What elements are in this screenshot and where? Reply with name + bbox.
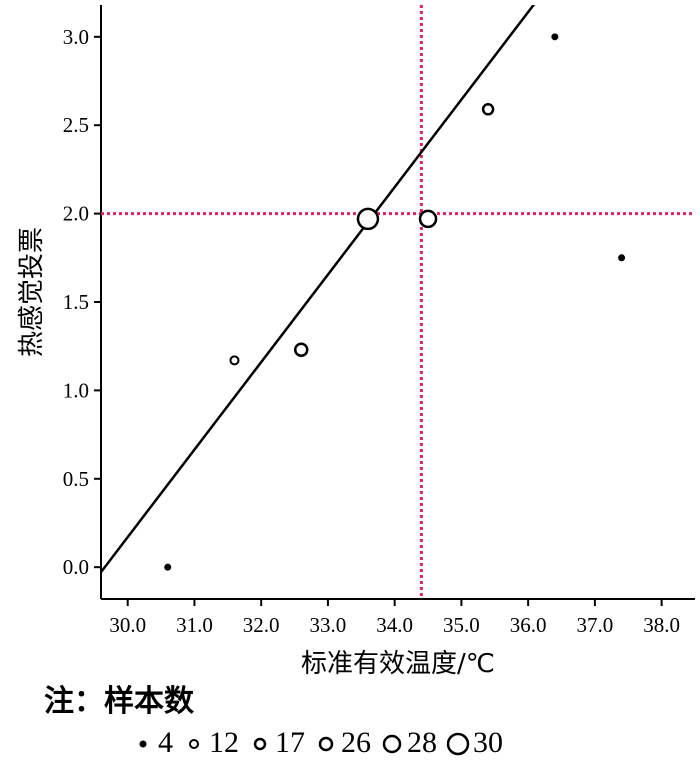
y-tick-label: 3.0 [63, 25, 89, 49]
y-tick-label: 2.0 [63, 202, 89, 226]
y-tick-label: 1.5 [63, 290, 89, 314]
y-tick-label: 0.0 [63, 555, 89, 579]
data-point [229, 355, 240, 366]
x-tick-label: 30.0 [109, 613, 146, 637]
legend-item: 17 [247, 726, 305, 760]
legend-marker-circle [446, 732, 470, 756]
legend-label: 4 [158, 726, 173, 759]
scatter-chart: 0.0 0.5 1.0 1.5 2.0 2.5 3.0 30.0 31.0 32.0 33.0 34.… [17, 5, 695, 679]
y-axis-title: 热感觉投票 [17, 227, 47, 357]
legend-marker-circle [189, 739, 199, 749]
data-point [356, 207, 380, 231]
data-point [418, 209, 438, 229]
legend-item: 12 [181, 726, 239, 760]
y-tick-label: 2.5 [63, 113, 89, 137]
legend-marker-circle [139, 740, 147, 748]
sample-size-legend: 4 12 17 26 28 30 [130, 726, 511, 760]
x-tick-label: 38.0 [643, 613, 680, 637]
legend-marker-circle [382, 734, 402, 754]
data-point [618, 254, 626, 262]
legend-label: 17 [275, 726, 305, 759]
x-tick-label: 34.0 [376, 613, 413, 637]
legend-label: 28 [407, 726, 437, 759]
data-point [551, 33, 559, 41]
y-tick-label: 0.5 [63, 467, 89, 491]
legend-label: 30 [473, 726, 503, 759]
legend-marker [139, 740, 147, 748]
legend-label: 26 [341, 726, 371, 759]
legend-item: 4 [130, 726, 173, 760]
legend-label: 12 [209, 726, 239, 759]
x-tick-label: 33.0 [310, 613, 347, 637]
y-tick-label: 1.0 [63, 378, 89, 402]
data-point [293, 342, 309, 357]
legend-marker [253, 737, 267, 751]
legend-marker [446, 732, 470, 756]
x-tick-label: 37.0 [577, 613, 614, 637]
data-point [481, 103, 495, 116]
x-tick-label: 35.0 [443, 613, 480, 637]
legend-item: 26 [313, 726, 371, 760]
regression-line [101, 5, 536, 573]
x-tick-label: 36.0 [510, 613, 547, 637]
legend-title: 注：样本数 [44, 684, 194, 719]
legend-marker-circle [253, 737, 267, 751]
legend-marker [189, 739, 199, 749]
x-tick-label: 31.0 [176, 613, 213, 637]
x-tick-label: 32.0 [243, 613, 280, 637]
legend-marker [382, 734, 402, 754]
data-point [164, 563, 172, 571]
legend-item: 30 [445, 726, 503, 760]
x-axis-title: 标准有效温度/℃ [301, 649, 495, 679]
legend-item: 28 [379, 726, 437, 760]
legend-marker-circle [318, 736, 334, 752]
legend-marker [318, 736, 334, 752]
